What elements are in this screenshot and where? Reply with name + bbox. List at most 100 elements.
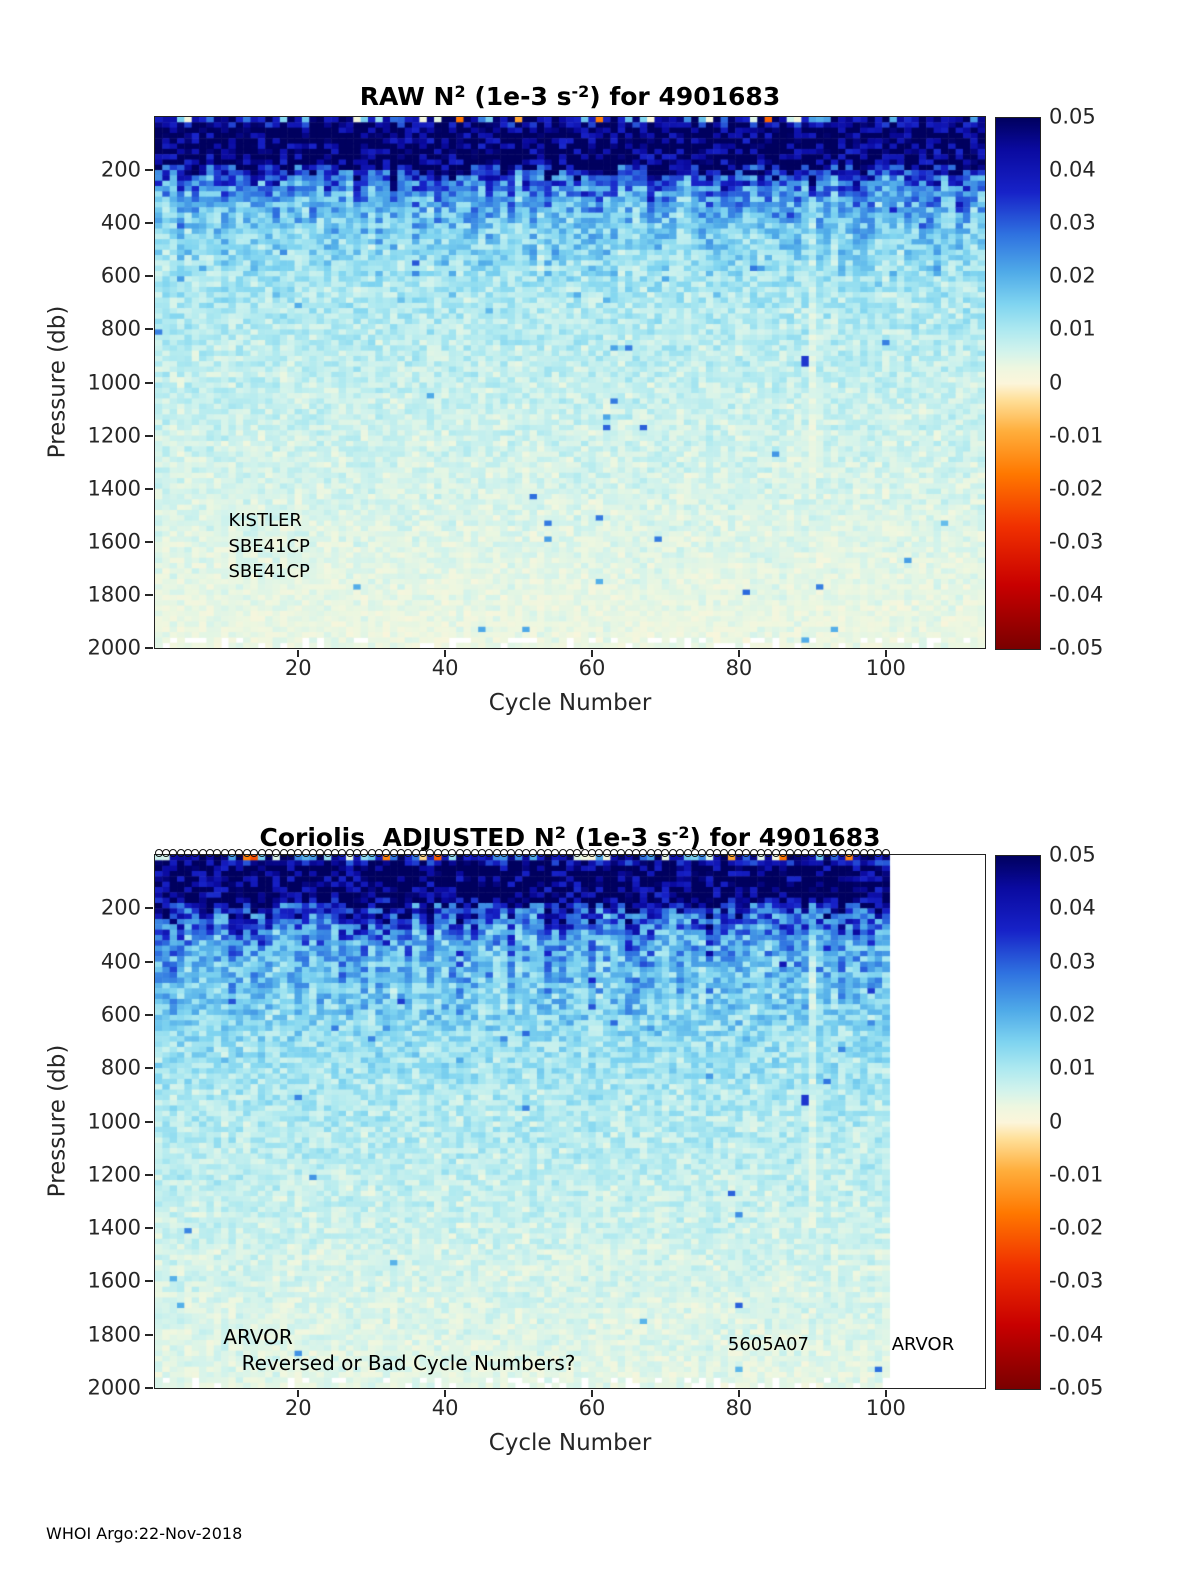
x-tick-mark — [737, 650, 740, 657]
y-tick-label: 1800 — [87, 582, 141, 607]
title-text: ) for 4901683 — [589, 82, 781, 111]
x-tick-mark — [444, 1390, 447, 1397]
y-tick-label: 400 — [100, 210, 141, 235]
title-text: (1e-3 s — [565, 823, 672, 852]
colorbar — [995, 117, 1041, 650]
y-tick-mark — [145, 1333, 153, 1336]
y-tick-label: 1400 — [87, 1215, 141, 1240]
title-superscript: -2 — [571, 82, 590, 101]
colorbar-tick-label: -0.05 — [1049, 635, 1104, 660]
colorbar-tick-label: -0.02 — [1049, 1215, 1104, 1240]
figure-title: Coriolis ADJUSTED N2 (1e-3 s-2) for 4901… — [155, 823, 985, 852]
colorbar-tick-label: 0.01 — [1049, 1055, 1096, 1080]
x-tick-mark — [297, 1390, 300, 1397]
y-tick-label: 2000 — [87, 1375, 141, 1400]
x-tick-mark — [884, 1390, 887, 1397]
colorbar-tick-label: 0.05 — [1049, 104, 1096, 129]
y-tick-mark — [145, 960, 153, 963]
x-tick-label: 60 — [578, 656, 606, 680]
y-tick-mark — [145, 1067, 153, 1070]
heatmap-canvas — [155, 117, 985, 648]
y-tick-mark — [145, 1013, 153, 1016]
x-tick-label: 80 — [725, 656, 753, 680]
colorbar-tick-label: -0.03 — [1049, 1268, 1104, 1293]
x-axis-label: Cycle Number — [488, 1430, 652, 1456]
y-tick-mark — [145, 328, 153, 331]
y-tick-mark — [145, 593, 153, 596]
y-tick-label: 1200 — [87, 1162, 141, 1187]
y-tick-mark — [145, 434, 153, 437]
y-tick-label: 1200 — [87, 423, 141, 448]
y-tick-mark — [145, 1280, 153, 1283]
cycle-marker-circle-icon — [881, 849, 890, 857]
colorbar-tick-label: 0.01 — [1049, 316, 1096, 341]
colorbar-tick-label: 0.05 — [1049, 842, 1096, 867]
y-tick-mark — [145, 275, 153, 278]
x-tick-mark — [737, 1390, 740, 1397]
x-tick-label: 100 — [865, 1396, 906, 1420]
y-tick-label: 800 — [100, 316, 141, 341]
y-tick-label: 2000 — [87, 635, 141, 660]
colorbar-tick-label: 0.02 — [1049, 263, 1096, 288]
colorbar-tick-label: 0.04 — [1049, 895, 1096, 920]
colorbar-tick-label: 0.04 — [1049, 157, 1096, 182]
footer-credit: WHOI Argo:22-Nov-2018 — [46, 1524, 243, 1543]
y-axis-label: Pressure (db) — [44, 1044, 71, 1198]
y-tick-label: 1800 — [87, 1322, 141, 1347]
plot-annotation: ARVOR — [223, 1324, 293, 1349]
colorbar-tick-label: 0 — [1049, 370, 1063, 394]
y-tick-label: 800 — [100, 1055, 141, 1080]
x-tick-label: 80 — [725, 1396, 753, 1420]
title-text: ) for 4901683 — [689, 823, 881, 852]
y-tick-mark — [145, 540, 153, 543]
title-superscript: -2 — [671, 823, 690, 842]
y-tick-label: 200 — [100, 157, 141, 182]
plot-annotation: ARVOR — [891, 1333, 955, 1355]
colorbar-tick-label: -0.05 — [1049, 1375, 1104, 1400]
y-tick-mark — [145, 487, 153, 490]
y-tick-label: 1000 — [87, 1109, 141, 1133]
heatmap-canvas — [155, 855, 985, 1388]
plot-annotation: KISTLER — [228, 509, 302, 531]
plot-annotation: SBE41CP — [228, 560, 310, 582]
title-text: Coriolis ADJUSTED N — [259, 823, 555, 852]
colorbar-tick-label: 0.02 — [1049, 1002, 1096, 1027]
colorbar-tick-label: 0.03 — [1049, 949, 1096, 974]
y-tick-label: 1000 — [87, 370, 141, 394]
colorbar-tick-label: -0.01 — [1049, 1162, 1104, 1187]
figure-title: RAW N2 (1e-3 s-2) for 4901683 — [155, 82, 985, 111]
colorbar — [995, 855, 1041, 1390]
colorbar-tick-label: -0.01 — [1049, 423, 1104, 448]
y-tick-mark — [145, 169, 153, 172]
plot-area — [154, 854, 986, 1389]
title-text: RAW N — [359, 82, 455, 111]
colorbar-tick-label: -0.04 — [1049, 582, 1104, 607]
y-tick-label: 400 — [100, 949, 141, 974]
title-text: (1e-3 s — [465, 82, 572, 111]
plot-annotation: 5605A07 — [727, 1333, 809, 1355]
x-tick-mark — [444, 650, 447, 657]
y-tick-mark — [145, 222, 153, 225]
x-tick-mark — [884, 650, 887, 657]
y-axis-label: Pressure (db) — [44, 305, 71, 459]
colorbar-tick-label: -0.02 — [1049, 476, 1104, 501]
title-superscript: 2 — [454, 82, 466, 101]
y-tick-mark — [145, 381, 153, 384]
y-tick-label: 600 — [100, 263, 141, 288]
x-tick-label: 60 — [578, 1396, 606, 1420]
x-tick-label: 20 — [284, 656, 312, 680]
y-tick-label: 1600 — [87, 529, 141, 554]
colorbar-tick-label: 0.03 — [1049, 210, 1096, 235]
colorbar-tick-label: -0.04 — [1049, 1322, 1104, 1347]
title-superscript: 2 — [554, 823, 566, 842]
y-tick-mark — [145, 647, 153, 649]
plot-annotation: Reversed or Bad Cycle Numbers? — [241, 1351, 576, 1376]
x-tick-mark — [591, 650, 594, 657]
x-tick-mark — [297, 650, 300, 657]
plot-area — [154, 116, 986, 649]
colorbar-tick-label: -0.03 — [1049, 529, 1104, 554]
y-tick-mark — [145, 1227, 153, 1230]
plot-annotation: SBE41CP — [228, 535, 310, 557]
y-tick-label: 1600 — [87, 1268, 141, 1293]
